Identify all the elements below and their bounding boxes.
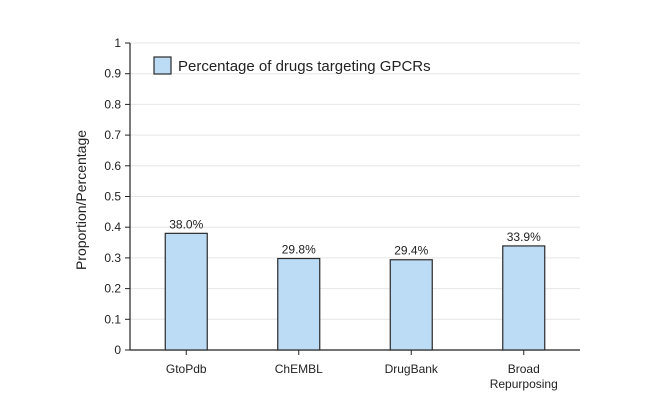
y-tick-label-3: 0.3 xyxy=(104,251,121,265)
data-label-0: 38.0% xyxy=(169,217,203,231)
bars xyxy=(164,232,546,351)
y-tick-label-8: 0.8 xyxy=(104,97,121,111)
y-tick-label-6: 0.6 xyxy=(104,159,121,173)
data-label-3: 33.9% xyxy=(507,230,541,244)
legend-swatch xyxy=(153,56,172,75)
x-tick-label-0: GtoPdb xyxy=(166,362,207,376)
y-tick-label-5: 0.5 xyxy=(104,190,121,204)
data-label-2: 29.4% xyxy=(394,244,428,258)
y-axis-title: Proportion/Percentage xyxy=(73,130,89,270)
y-tick-label-9: 0.9 xyxy=(104,67,121,81)
x-tick-label-1: ChEMBL xyxy=(275,362,323,376)
y-tick-label-10: 1 xyxy=(114,36,121,50)
legend: Percentage of drugs targeting GPCRs xyxy=(153,56,431,75)
y-tick-label-1: 0.1 xyxy=(104,312,121,326)
labels: 38.0% GtoPdb 29.8% ChEMBL 29.4% DrugBank 33.9%… xyxy=(166,217,558,391)
y-tick-label-4: 0.4 xyxy=(104,220,121,234)
x-tick-label-2: DrugBank xyxy=(385,362,439,376)
bar-2 xyxy=(389,259,433,351)
bar-3 xyxy=(502,245,546,351)
bar-1 xyxy=(277,257,321,351)
x-tick-label-3: Broad Repurposing xyxy=(490,362,558,391)
legend-label: Percentage of drugs targeting GPCRs xyxy=(178,58,431,75)
y-tick-label-0: 0 xyxy=(114,343,121,357)
y-tick-label-2: 0.2 xyxy=(104,282,121,296)
data-label-1: 29.8% xyxy=(282,243,316,257)
bar-0 xyxy=(164,232,208,351)
y-tick-label-7: 0.7 xyxy=(104,128,121,142)
